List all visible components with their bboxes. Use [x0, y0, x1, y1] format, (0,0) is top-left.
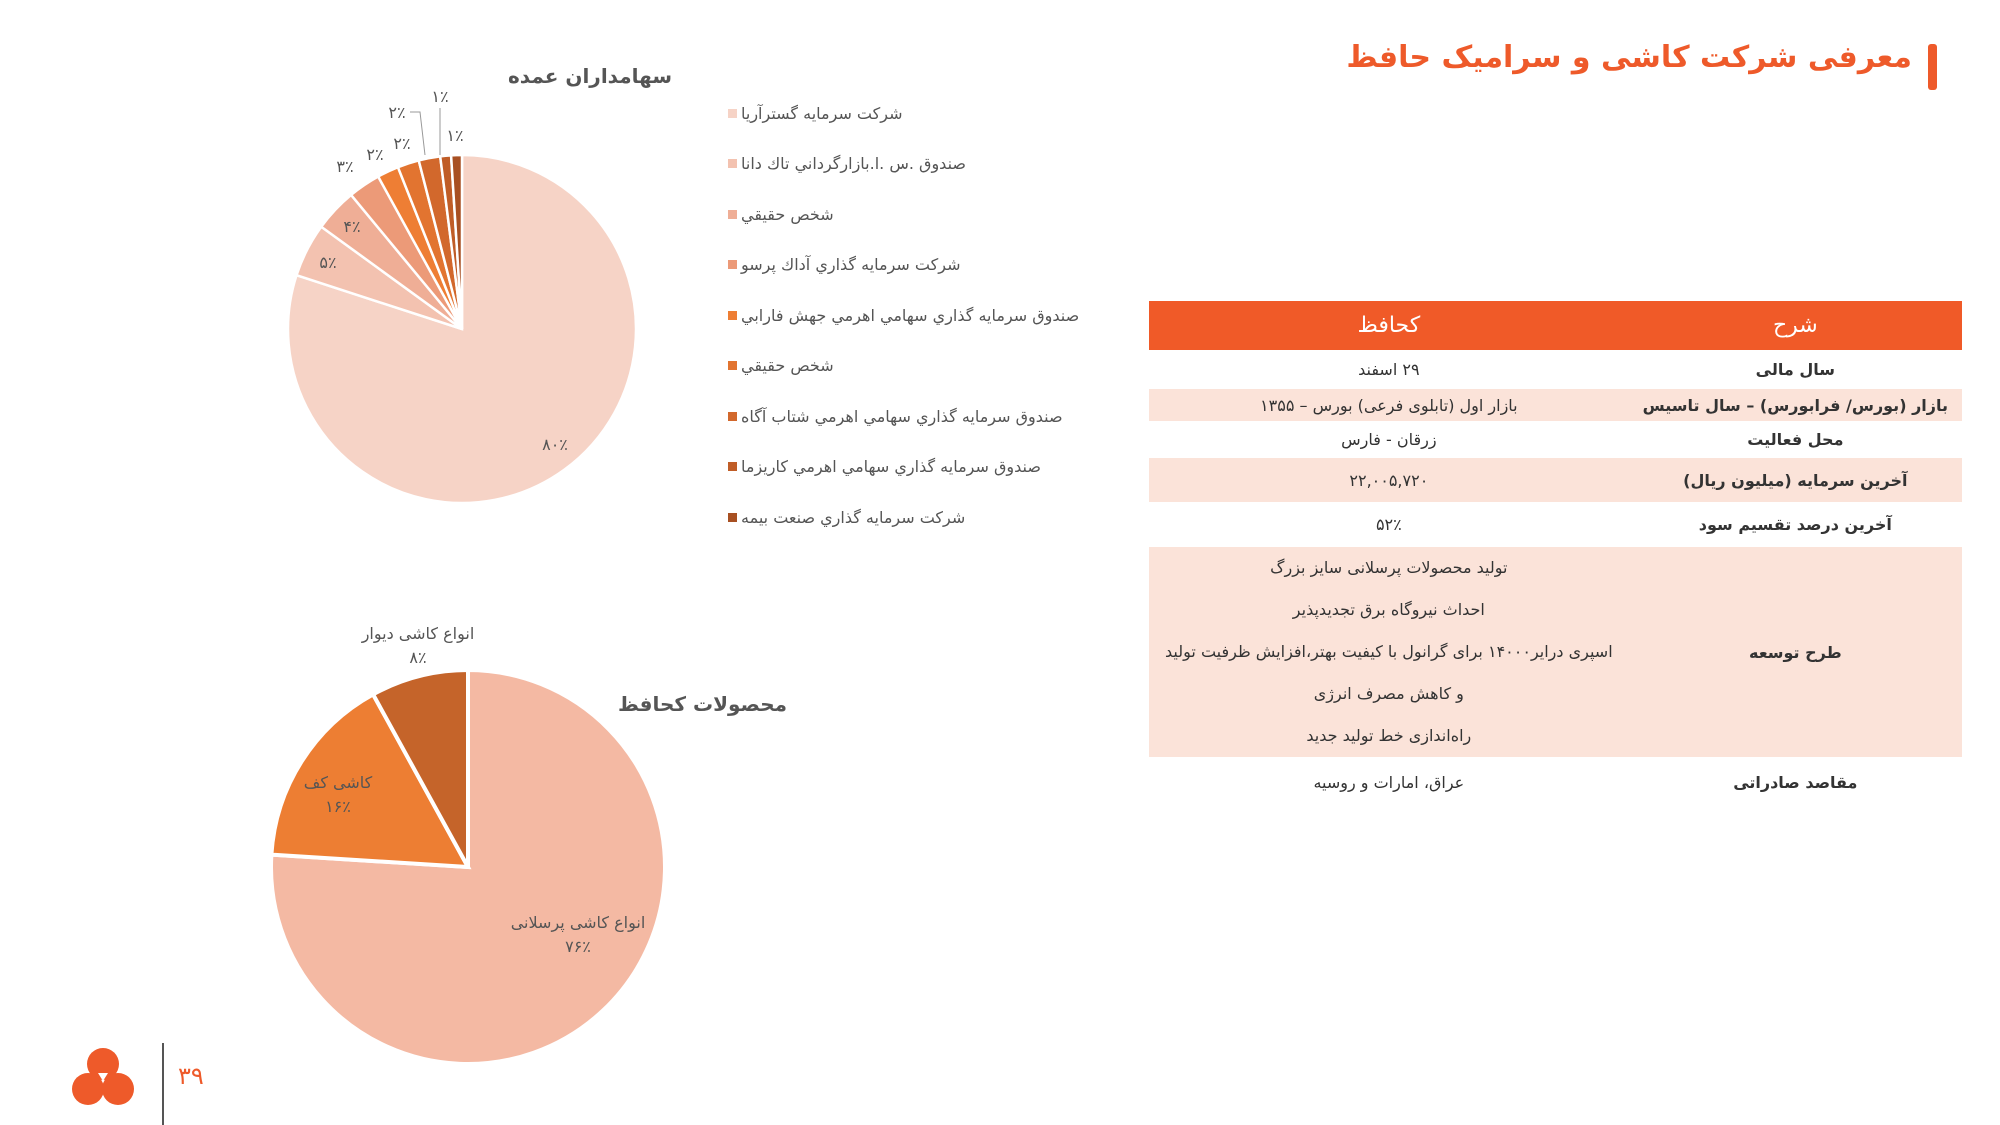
legend-item: صندوق سرمايه گذاري سهامي اهرمي جهش فاراب…: [728, 290, 1079, 341]
value-line: عراق، امارات و روسیه: [1313, 773, 1465, 792]
legend-label: شرکت سرمایه گسترآریا: [741, 103, 903, 123]
header-company: کحافظ: [1149, 301, 1629, 350]
shareholders-legend: شرکت سرمایه گسترآریا صندوق .س .ا.بازارگرد…: [728, 88, 1079, 543]
legend-swatch: [728, 411, 737, 421]
value-line: و کاهش مصرف انرژی: [1313, 684, 1464, 703]
table-row: آخرین سرمایه (میلیون ریال) ۲۲,۰۰۵,۷۲۰: [1149, 458, 1962, 502]
data-label: ۲٪: [366, 145, 383, 164]
slice-name-label: انواع کاشی دیوار: [361, 624, 475, 644]
page-title: معرفی شرکت کاشی و سرامیک حافظ: [1346, 40, 1912, 75]
logo-icon: [72, 1048, 134, 1105]
value-line: ۵۲٪: [1375, 515, 1402, 534]
pie-slice: [269, 691, 472, 870]
legend-label: صندوق سرمايه گذاري سهامي اهرمي شتاب آگاه: [741, 406, 1063, 426]
table-row: طرح توسعه تولید محصولات پرسلانی سایز بزرگ…: [1149, 547, 1962, 757]
legend-item: شرکت سرمایه گسترآریا: [728, 88, 1079, 139]
legend-label: شركت سرمايه گذاري آداك پرسو: [741, 255, 961, 275]
row-label: مقاصد صادراتی: [1733, 773, 1858, 792]
value-line: تولید محصولات پرسلانی سایز بزرگ: [1270, 558, 1508, 577]
header-description: شرح: [1628, 301, 1962, 350]
pie-slice: [449, 153, 464, 330]
products-chart-title: محصولات کحافظ: [617, 692, 787, 716]
data-label: ۲٪: [388, 103, 405, 122]
row-label: بازار (بورس/ فرابورس) – سال تاسیس: [1628, 389, 1962, 421]
table-row: آخرین درصد تقسیم سود ۵۲٪: [1149, 502, 1962, 547]
table-row: سال مالی ۲۹ اسفند: [1149, 350, 1962, 389]
value-line: ۲۹ اسفند: [1358, 360, 1420, 379]
data-label: ۳٪: [336, 157, 353, 176]
row-value: تولید محصولات پرسلانی سایز بزرگ احداث نیر…: [1149, 547, 1629, 757]
row-label: محل فعالیت: [1747, 430, 1844, 449]
value-line: اسپری درایر۱۴۰۰۰ برای گرانول با کیفیت به…: [1165, 642, 1613, 661]
footer-divider: [162, 1043, 164, 1125]
legend-item: شخص حقيقي: [728, 189, 1079, 240]
data-label: ۱٪: [431, 87, 448, 106]
data-label: ۷۶٪: [565, 937, 591, 956]
legend-label: شركت سرمايه گذاري صنعت بيمه: [741, 507, 966, 527]
value-line: ۲۲,۰۰۵,۷۲۰: [1349, 470, 1429, 490]
row-value: عراق، امارات و روسیه: [1149, 757, 1629, 808]
legend-swatch: [728, 159, 737, 169]
row-value: ۲۲,۰۰۵,۷۲۰: [1149, 458, 1629, 502]
legend-swatch: [728, 310, 737, 320]
legend-swatch: [728, 209, 737, 219]
value-line: زرقان - فارس: [1341, 430, 1437, 449]
row-label: طرح توسعه: [1628, 547, 1962, 757]
legend-swatch: [728, 512, 737, 522]
table-header-row: شرح کحافظ: [1149, 301, 1962, 350]
row-value: بازار اول (تابلوی فرعی) بورس – ۱۳۵۵: [1149, 389, 1629, 421]
slice-name-label: انواع کاشی پرسلانی: [511, 913, 646, 933]
legend-item: صندوق سرمايه گذاري سهامي اهرمي كاريزما: [728, 442, 1079, 493]
legend-label: صندوق سرمايه گذاري سهامي اهرمي كاريزما: [741, 457, 1041, 477]
shareholders-chart-title: سهامداران عمده: [507, 64, 672, 88]
legend-label: شخص حقيقي: [741, 204, 834, 224]
table-row: محل فعالیت زرقان - فارس: [1149, 421, 1962, 458]
legend-label: صندوق سرمايه گذاري سهامي اهرمي جهش فاراب…: [741, 305, 1080, 325]
legend-item: صندوق .س .ا.بازارگرداني تاك دانا: [728, 139, 1079, 190]
row-label: آخرین درصد تقسیم سود: [1698, 515, 1892, 534]
table-row: بازار (بورس/ فرابورس) – سال تاسیس بازار ا…: [1149, 389, 1962, 421]
legend-swatch: [728, 108, 737, 118]
data-label: ۱۶٪: [325, 797, 351, 816]
value-line: بازار اول (تابلوی فرعی) بورس – ۱۳۵۵: [1260, 395, 1518, 415]
legend-item: صندوق سرمايه گذاري سهامي اهرمي شتاب آگاه: [728, 391, 1079, 442]
legend-swatch: [728, 260, 737, 270]
legend-item: شركت سرمايه گذاري صنعت بيمه: [728, 492, 1079, 543]
row-label: آخرین سرمایه (میلیون ریال): [1628, 458, 1962, 502]
row-value: ۲۹ اسفند: [1149, 350, 1629, 389]
company-info-table: شرح کحافظ سال مالی ۲۹ اسفند بازار (بورس/ ف…: [1149, 301, 1962, 808]
row-value: ۵۲٪: [1149, 502, 1629, 547]
data-label: ۱٪: [446, 126, 463, 145]
data-label: ۸٪: [409, 648, 426, 667]
legend-swatch: [728, 361, 737, 371]
page-number: ۳۹: [178, 1062, 204, 1090]
slice-name-label: کاشی کف: [304, 773, 373, 792]
data-label: ۴٪: [343, 217, 360, 236]
leader-line: [410, 111, 426, 156]
data-label: ۲٪: [393, 134, 410, 153]
legend-item: شخص حقيقي: [728, 341, 1079, 392]
pie-slice: [269, 667, 667, 1066]
value-line: راه‌اندازی خط تولید جدید: [1306, 726, 1472, 745]
legend-item: شركت سرمايه گذاري آداك پرسو: [728, 240, 1079, 291]
data-label: ۸۰٪: [542, 435, 568, 454]
row-value: زرقان - فارس: [1149, 421, 1629, 458]
legend-label: شخص حقيقي: [741, 356, 834, 376]
data-label: ۵٪: [319, 253, 336, 272]
legend-label: صندوق .س .ا.بازارگرداني تاك دانا: [741, 154, 966, 174]
row-label: سال مالی: [1755, 360, 1835, 379]
table-row: مقاصد صادراتی عراق، امارات و روسیه: [1149, 757, 1962, 808]
legend-swatch: [728, 462, 737, 472]
value-line: احداث نیروگاه برق تجدیدپذیر: [1292, 600, 1485, 619]
pie-slice: [370, 667, 470, 868]
title-accent-bar: [1928, 44, 1937, 90]
